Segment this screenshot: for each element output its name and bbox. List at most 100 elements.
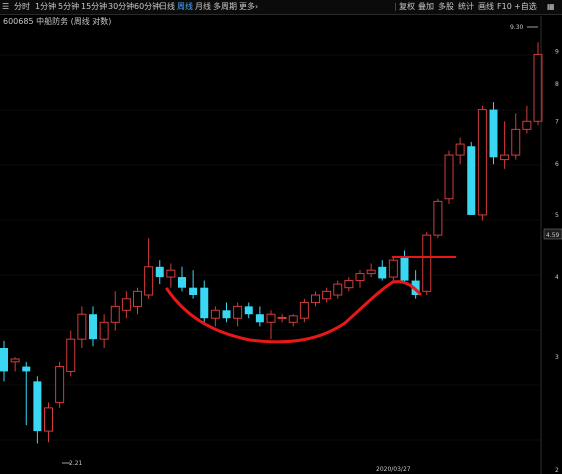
tab-5min[interactable]: 5分钟 [58,2,80,11]
candle-body [200,287,209,319]
candle [266,310,276,340]
current-price-tag [543,228,562,240]
candle [33,376,42,444]
candle-body [121,298,131,311]
candle [366,263,376,278]
candle-body [10,358,20,363]
candle [110,291,120,331]
high-price-marker: 9.30 [510,24,524,31]
candle-body [433,200,443,236]
candle-body [155,266,164,278]
stock-title: 600685 中船防务 (周线 对数) [3,17,112,26]
candle [511,113,521,160]
tab-daily[interactable]: 日线 [159,2,175,11]
candle [189,270,198,299]
candle [477,105,487,221]
tab-15min[interactable]: 15分钟 [81,2,108,11]
candle-body [210,309,220,319]
candle-body [66,338,76,372]
candle-body [44,407,53,432]
candle-body [333,283,343,296]
price-tick-label: 3 [555,354,559,361]
candle-body [467,146,476,215]
price-tick-label: 8 [555,81,559,88]
candle-body [489,109,498,158]
panel-grid-icon[interactable]: ▦ [547,2,555,11]
chevron-right-icon: › [255,2,259,11]
tab-timeshare[interactable]: 分时 [14,2,30,11]
candle [500,121,510,169]
candle-body [400,256,409,281]
f10-button[interactable]: F10 [497,2,512,11]
candle-body [0,348,8,372]
candle-body [288,315,298,323]
draw-line-button[interactable]: 画线 [478,2,494,11]
candle [121,291,131,319]
candle [10,357,20,372]
candle [66,330,76,377]
candle-body [33,381,42,432]
candle-body [89,314,97,340]
more-menu[interactable]: 更多› [238,0,259,14]
tab-1min[interactable]: 1分钟 [35,2,57,11]
adjust-button[interactable]: 复权 [399,2,415,11]
chart-grid [0,54,540,441]
candle-body [344,280,354,289]
tab-multi-period[interactable]: 多周期 [213,2,237,11]
candle [299,298,309,323]
candle-body [477,109,487,216]
price-tick-label: 9 [555,48,559,55]
candle [144,238,154,299]
candle [200,280,209,323]
candle-body [222,310,231,319]
candle-body [322,290,332,300]
tab-60min[interactable]: 60分钟 [134,2,161,11]
tab-30min[interactable]: 30分钟 [108,2,135,11]
candle-body [55,366,65,403]
candle-body [166,269,176,278]
candle [388,256,398,281]
candle-body [99,321,109,340]
statistics-button[interactable]: 统计 [458,2,474,11]
tab-monthly[interactable]: 月线 [195,2,211,11]
candle [99,314,109,349]
candle-body [255,314,264,323]
candle-body [244,306,253,315]
cup-arc [165,280,395,344]
candle [378,260,387,281]
candle [244,302,253,319]
price-axis: 9 8 7 6 5 4 3 2 [540,16,559,474]
candle-body [277,316,287,319]
candle-body [77,313,87,340]
candle [222,302,231,323]
candle [155,260,164,285]
candle [233,302,243,327]
candle [355,270,365,288]
candle-body [189,287,198,296]
multi-stock-button[interactable]: 多股 [438,2,454,11]
candle-body [500,154,510,161]
candle-body [22,366,31,372]
candle [0,340,8,382]
candle [288,314,298,327]
candle [55,361,65,408]
candle-body [110,305,120,323]
candle-body [378,266,387,279]
settings-menu-icon[interactable]: ☰ [2,2,10,11]
tab-weekly[interactable]: 周线 [177,2,193,11]
add-watchlist-button[interactable]: +自选 [514,2,537,11]
more-label: 更多 [239,2,255,11]
price-tick-label: 7 [555,118,559,125]
candle-body [422,234,432,292]
candle [89,306,97,347]
toolbar-divider [395,3,396,11]
toolbar: ☰ 分时 1分钟 5分钟 15分钟 30分钟 60分钟 日线 周线 月线 多周期… [0,0,562,15]
candle-body [455,143,465,156]
overlay-button[interactable]: 叠加 [418,2,434,11]
candle-body [266,313,276,323]
candle [22,361,31,426]
candle [44,402,53,443]
candle [277,314,287,323]
candle-body [533,53,543,122]
